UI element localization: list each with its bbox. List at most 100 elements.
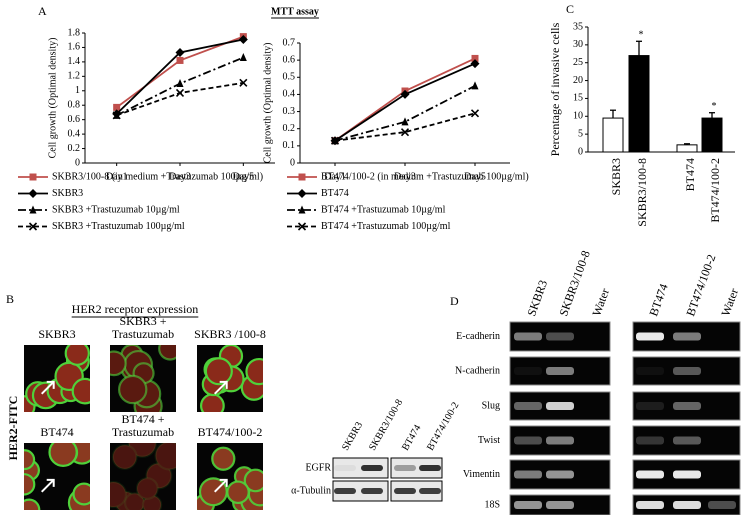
y-tick-label: 1 <box>75 85 80 96</box>
band <box>673 332 701 341</box>
x-tick-label: Day5 <box>232 171 254 182</box>
y-tick-label: 0.1 <box>283 140 296 151</box>
line <box>116 81 244 117</box>
bar <box>628 55 650 153</box>
x-tick-label: Day5 <box>464 171 486 182</box>
band <box>394 465 416 471</box>
x-tick-label: SKBR3/100-8 <box>635 158 649 227</box>
band <box>514 470 542 479</box>
row-label: EGFR <box>305 462 331 473</box>
lane-label: BT474/100-2 <box>683 252 718 318</box>
legend-label: BT474 +Trastuzumab 10µg/ml <box>321 204 446 215</box>
arrow-head <box>46 478 55 487</box>
y-tick-label: 1.2 <box>68 71 81 82</box>
significance: * <box>639 30 644 41</box>
marker-stroke <box>239 78 248 87</box>
lane-label: BT474/100-2 <box>425 400 461 452</box>
band <box>361 465 383 471</box>
marker-stroke <box>330 136 340 145</box>
arrow-head <box>219 380 228 389</box>
marker <box>29 205 37 214</box>
cell <box>245 357 263 386</box>
band <box>546 332 574 341</box>
marker <box>298 205 306 214</box>
row-label: Vimentin <box>463 469 500 480</box>
band <box>334 465 356 471</box>
cells <box>110 443 176 510</box>
blot <box>332 457 389 479</box>
marker <box>176 79 184 88</box>
bar <box>701 117 723 153</box>
arrow <box>213 479 228 493</box>
y-tick-label: 20 <box>573 75 583 86</box>
y-tick-label: 0.7 <box>283 37 296 48</box>
line <box>334 85 476 142</box>
band <box>636 402 664 410</box>
arrow <box>213 381 228 395</box>
blot <box>390 457 443 479</box>
marker <box>471 81 479 90</box>
marker <box>238 35 248 44</box>
cell <box>204 357 233 386</box>
cell <box>158 345 176 361</box>
legend-label: SKBR3 <box>52 188 83 199</box>
marker <box>298 173 306 181</box>
panel-label: B <box>6 292 14 306</box>
x-tick-label: BT474 <box>683 158 697 191</box>
band <box>546 402 574 410</box>
band <box>673 436 701 445</box>
band <box>636 332 664 341</box>
cells <box>110 345 176 412</box>
band <box>673 470 701 479</box>
marker <box>401 117 409 126</box>
lane-label: SKBR3 <box>340 420 365 452</box>
y-axis-label: Percentage of invasive cells <box>548 22 562 156</box>
cell <box>117 374 148 405</box>
legend-label: BT474 +Trastuzumab 100µg/ml <box>321 221 451 232</box>
band <box>419 465 441 471</box>
marker <box>28 222 38 231</box>
marker-stroke <box>297 222 307 231</box>
cell <box>111 444 138 470</box>
row-label: Twist <box>478 435 500 446</box>
panel-label: C <box>566 2 574 16</box>
cell <box>243 468 263 493</box>
marker-stroke <box>400 128 410 137</box>
gel <box>632 391 741 421</box>
marker <box>297 189 307 198</box>
band <box>636 436 664 445</box>
marker <box>330 136 340 145</box>
band <box>514 367 542 375</box>
arrow <box>40 381 55 395</box>
x-tick-label: Day1 <box>106 171 128 182</box>
cell <box>24 473 36 496</box>
cell <box>154 443 176 471</box>
y-axis-label: Cell growth (Optimal density) <box>262 43 273 164</box>
band <box>708 501 736 509</box>
image-label: Trastuzumab <box>112 327 174 341</box>
row-label: E-cadherin <box>456 331 500 342</box>
stain-label: HER2-FITC <box>6 396 20 461</box>
marker <box>112 111 121 120</box>
band <box>636 367 664 375</box>
x-tick-label: Day3 <box>394 171 416 182</box>
y-tick-label: 25 <box>573 57 583 68</box>
arrow-head <box>219 478 228 487</box>
legend-marker <box>297 222 307 231</box>
band <box>334 488 356 494</box>
image-label: SKBR3 + <box>119 314 166 328</box>
cells <box>24 345 90 412</box>
x-tick-label: SKBR3 <box>609 158 623 195</box>
cell <box>24 449 36 471</box>
band <box>636 470 664 479</box>
lane-label: Water <box>718 287 741 318</box>
legend-marker <box>29 205 37 214</box>
y-tick-label: 10 <box>573 111 583 122</box>
cells <box>24 443 90 510</box>
legend-label: SKBR3 +Trastuzumab 100µg/ml <box>52 221 185 232</box>
legend-label: SKBR3 +Trastuzumab 10µg/ml <box>52 204 180 215</box>
marker <box>470 109 480 118</box>
panel-title: HER2 receptor expression <box>72 302 199 316</box>
y-axis-label: Cell growth (Optimal density) <box>47 38 58 159</box>
y-tick-label: 30 <box>573 39 583 50</box>
